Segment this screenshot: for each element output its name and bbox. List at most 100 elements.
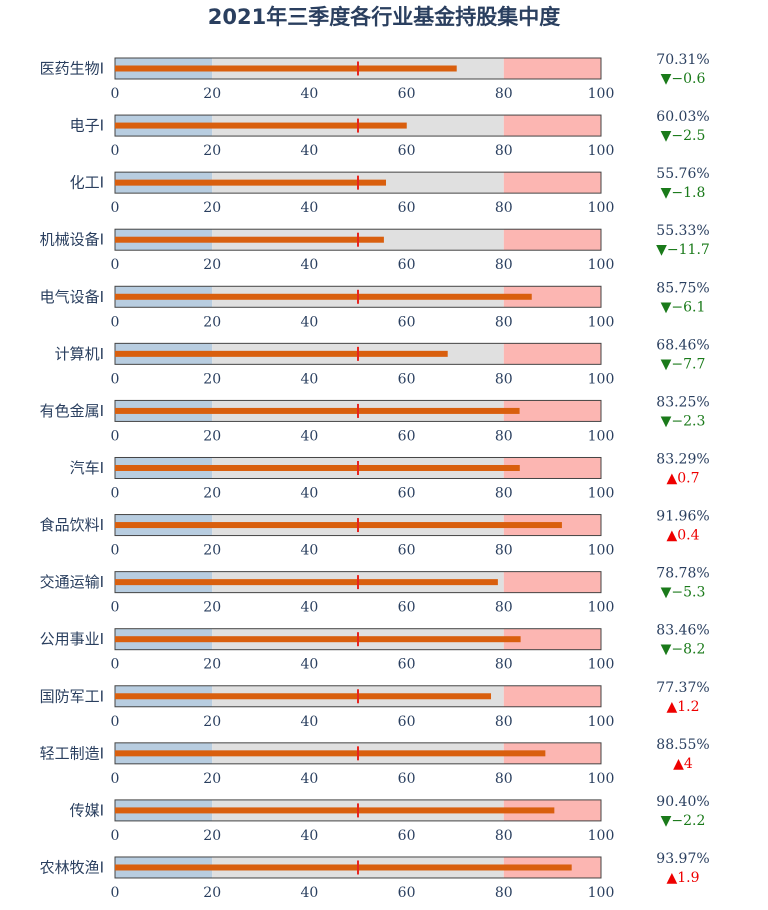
tick-label: 40 xyxy=(300,428,318,444)
tick-label: 20 xyxy=(203,771,221,787)
category-label: 传媒I xyxy=(70,801,104,819)
tick-label: 20 xyxy=(203,371,221,387)
delta-label: ▼−8.2 xyxy=(661,642,706,658)
tick-label: 40 xyxy=(300,200,318,216)
tick-label: 100 xyxy=(588,257,615,273)
tick-label: 60 xyxy=(398,657,416,673)
value-label: 85.75% xyxy=(656,280,709,296)
tick-label: 60 xyxy=(398,257,416,273)
range-band xyxy=(503,685,601,707)
tick-label: 0 xyxy=(111,543,120,559)
tick-label: 20 xyxy=(203,428,221,444)
tick-label: 60 xyxy=(398,771,416,787)
tick-label: 80 xyxy=(495,600,513,616)
value-label: 83.25% xyxy=(656,394,709,410)
tick-label: 40 xyxy=(300,714,318,730)
tick-label: 100 xyxy=(588,771,615,787)
tick-label: 80 xyxy=(495,657,513,673)
delta-label: ▼−7.7 xyxy=(661,356,706,372)
delta-label: ▼−2.3 xyxy=(661,413,706,429)
tick-label: 80 xyxy=(495,314,513,330)
category-label: 电气设备I xyxy=(40,288,104,306)
category-label: 机械设备I xyxy=(40,231,104,249)
category-label: 化工I xyxy=(70,174,104,192)
tick-label: 80 xyxy=(495,257,513,273)
tick-label: 100 xyxy=(588,600,615,616)
tick-label: 60 xyxy=(398,428,416,444)
tick-label: 80 xyxy=(495,714,513,730)
category-label: 有色金属I xyxy=(40,402,104,420)
tick-label: 100 xyxy=(588,485,615,501)
tick-label: 100 xyxy=(588,428,615,444)
value-bar xyxy=(115,750,546,757)
tick-label: 20 xyxy=(203,885,221,901)
bullet-row: 汽车I 0 20 40 60 80 100 83.29% ▲0.7 xyxy=(70,451,710,501)
value-bar xyxy=(115,636,521,643)
range-band xyxy=(503,457,601,479)
value-label: 88.55% xyxy=(656,737,709,753)
tick-label: 60 xyxy=(398,600,416,616)
tick-label: 100 xyxy=(588,371,615,387)
value-label: 55.76% xyxy=(656,166,709,182)
tick-label: 0 xyxy=(111,86,120,102)
range-band xyxy=(503,229,601,251)
value-bar xyxy=(115,522,562,529)
chart-title: 2021年三季度各行业基金持股集中度 xyxy=(208,5,560,29)
category-label: 计算机I xyxy=(55,345,104,363)
tick-label: 0 xyxy=(111,371,120,387)
delta-label: ▲0.4 xyxy=(666,528,699,544)
tick-label: 0 xyxy=(111,657,120,673)
tick-label: 40 xyxy=(300,828,318,844)
tick-label: 40 xyxy=(300,657,318,673)
delta-label: ▼−1.8 xyxy=(661,185,706,201)
value-label: 55.33% xyxy=(656,223,709,239)
tick-label: 40 xyxy=(300,543,318,559)
bullet-row: 医药生物I 0 20 40 60 80 100 70.31% ▼−0.6 xyxy=(40,52,710,102)
tick-label: 0 xyxy=(111,885,120,901)
range-band xyxy=(503,571,601,593)
tick-label: 40 xyxy=(300,885,318,901)
bullet-row: 传媒I 0 20 40 60 80 100 90.40% ▼−2.2 xyxy=(70,794,710,844)
category-label: 国防军工I xyxy=(40,687,104,705)
tick-label: 60 xyxy=(398,543,416,559)
value-label: 70.31% xyxy=(656,52,709,68)
value-label: 60.03% xyxy=(656,109,709,125)
bullet-row: 交通运输I 0 20 40 60 80 100 78.78% ▼−5.3 xyxy=(40,566,710,616)
bullet-row: 食品饮料I 0 20 40 60 80 100 91.96% ▲0.4 xyxy=(40,509,710,559)
tick-label: 100 xyxy=(588,143,615,159)
tick-label: 0 xyxy=(111,771,120,787)
tick-label: 0 xyxy=(111,143,120,159)
tick-label: 60 xyxy=(398,143,416,159)
tick-label: 40 xyxy=(300,257,318,273)
tick-label: 60 xyxy=(398,371,416,387)
tick-label: 60 xyxy=(398,314,416,330)
tick-label: 80 xyxy=(495,200,513,216)
tick-label: 100 xyxy=(588,714,615,730)
tick-label: 20 xyxy=(203,485,221,501)
value-label: 93.97% xyxy=(656,851,709,867)
range-band xyxy=(503,172,601,194)
bullet-row: 电气设备I 0 20 40 60 80 100 85.75% ▼−6.1 xyxy=(40,280,710,330)
tick-label: 100 xyxy=(588,885,615,901)
tick-label: 20 xyxy=(203,257,221,273)
tick-label: 20 xyxy=(203,828,221,844)
range-band xyxy=(503,58,601,79)
bullet-row: 有色金属I 0 20 40 60 80 100 83.25% ▼−2.3 xyxy=(40,394,710,444)
tick-label: 20 xyxy=(203,143,221,159)
tick-label: 80 xyxy=(495,86,513,102)
tick-label: 60 xyxy=(398,485,416,501)
tick-label: 80 xyxy=(495,543,513,559)
category-label: 电子I xyxy=(70,117,104,135)
value-bar xyxy=(115,407,520,414)
value-bar xyxy=(115,693,492,700)
tick-label: 0 xyxy=(111,485,120,501)
delta-label: ▼−0.6 xyxy=(661,71,706,87)
category-label: 公用事业I xyxy=(40,630,104,648)
bullet-row: 机械设备I 0 20 40 60 80 100 55.33% ▼−11.7 xyxy=(40,223,710,273)
range-band xyxy=(503,286,601,308)
category-label: 农林牧渔I xyxy=(40,858,104,876)
value-bar xyxy=(115,464,520,471)
tick-label: 60 xyxy=(398,86,416,102)
delta-label: ▼−5.3 xyxy=(661,585,706,601)
tick-label: 100 xyxy=(588,543,615,559)
